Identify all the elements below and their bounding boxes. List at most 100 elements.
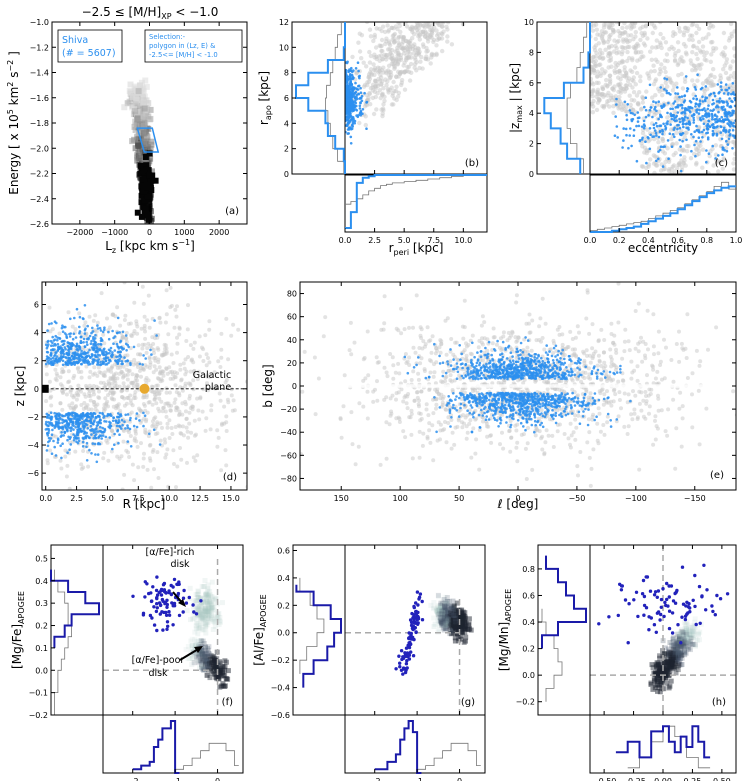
sample-point — [89, 417, 93, 421]
bg-point — [136, 343, 141, 348]
bg-point — [189, 430, 194, 435]
sample-point — [692, 113, 696, 116]
sample-point — [657, 157, 660, 161]
bg-point — [402, 11, 406, 15]
bg-point — [132, 329, 137, 333]
bg-point — [193, 458, 198, 463]
bg-point — [631, 107, 636, 113]
sample-point — [69, 443, 73, 446]
bg-point — [206, 356, 210, 360]
bg-point — [118, 323, 123, 328]
bg-point — [387, 41, 392, 46]
bg-point — [357, 120, 362, 126]
bg-point — [398, 71, 403, 77]
bg-point — [364, 64, 369, 69]
bg-point — [380, 91, 385, 97]
bg-point — [170, 369, 175, 374]
bg-point — [429, 51, 435, 57]
bg-point — [390, 57, 396, 63]
sample-point — [347, 102, 350, 106]
bg-point — [153, 432, 158, 436]
bg-point — [178, 446, 182, 450]
bg-point — [639, 106, 644, 111]
bg-point — [710, 83, 715, 88]
bg-point — [713, 143, 718, 148]
bg-point — [435, 3, 439, 7]
y-axis-label: rapo [kpc] — [257, 71, 273, 125]
bg-point — [609, 43, 614, 49]
bg-point — [694, 51, 699, 57]
sample-point — [97, 343, 100, 346]
sample-point — [652, 135, 656, 138]
sample-point — [678, 138, 681, 142]
sample-point — [109, 346, 113, 350]
bg-point — [615, 39, 620, 45]
sample-point — [657, 150, 660, 153]
bg-point — [390, 17, 394, 21]
bg-point — [424, 49, 429, 54]
sample-point — [705, 149, 708, 152]
sample-point — [662, 122, 665, 126]
bg-point — [632, 22, 637, 25]
bg-point — [121, 364, 126, 369]
sample-point — [711, 98, 715, 102]
bg-point — [197, 354, 202, 359]
bg-point — [163, 409, 168, 414]
sample-point — [718, 117, 721, 121]
sample-point — [352, 106, 355, 109]
sample-point — [111, 329, 114, 333]
density-core — [146, 150, 153, 157]
bg-point — [413, 5, 417, 9]
sample-point — [155, 334, 158, 337]
sample-point — [51, 424, 54, 427]
sample-point — [682, 100, 686, 104]
bg-point — [91, 384, 96, 388]
bg-point — [683, 163, 688, 168]
sample-point — [690, 149, 693, 153]
bg-point — [410, 27, 415, 33]
sample-point — [94, 333, 97, 337]
bg-point — [60, 407, 65, 412]
bg-point — [696, 26, 702, 32]
bg-point — [593, 22, 599, 27]
bg-point — [700, 44, 706, 49]
sample-point — [134, 417, 138, 420]
bg-point — [658, 40, 663, 45]
bg-point — [486, 1, 490, 5]
bg-point — [350, 54, 355, 60]
bg-point — [441, 14, 445, 18]
sample-point — [713, 114, 717, 117]
bg-point — [389, 85, 394, 90]
bg-point — [615, 69, 620, 75]
bg-point — [412, 65, 417, 70]
bg-point — [175, 335, 179, 340]
sample-point — [49, 357, 53, 361]
density-cell — [140, 113, 147, 120]
sample-point — [707, 119, 710, 123]
sample-point — [665, 89, 668, 93]
sample-point — [676, 105, 680, 109]
bg-point — [446, 22, 451, 25]
bg-point — [406, 69, 412, 75]
sample-point — [348, 73, 352, 76]
bg-point — [367, 76, 373, 82]
bg-point — [379, 37, 385, 43]
bg-point — [400, 17, 404, 21]
x-tick-label: 1.0 — [730, 236, 743, 245]
bg-point — [669, 136, 674, 142]
bg-point — [383, 54, 388, 60]
bg-point — [177, 326, 182, 331]
bg-point — [129, 334, 134, 339]
bg-point — [702, 57, 707, 62]
sample-point — [361, 112, 364, 115]
sample-point — [74, 336, 78, 339]
sample-point — [670, 145, 674, 148]
sample-point — [698, 99, 702, 102]
sample-point — [113, 443, 116, 447]
sample-point — [72, 357, 75, 360]
bg-point — [367, 91, 372, 97]
bg-point — [117, 384, 122, 389]
sample-point — [351, 116, 354, 120]
sample-point — [623, 100, 627, 104]
sample-point — [693, 86, 697, 89]
